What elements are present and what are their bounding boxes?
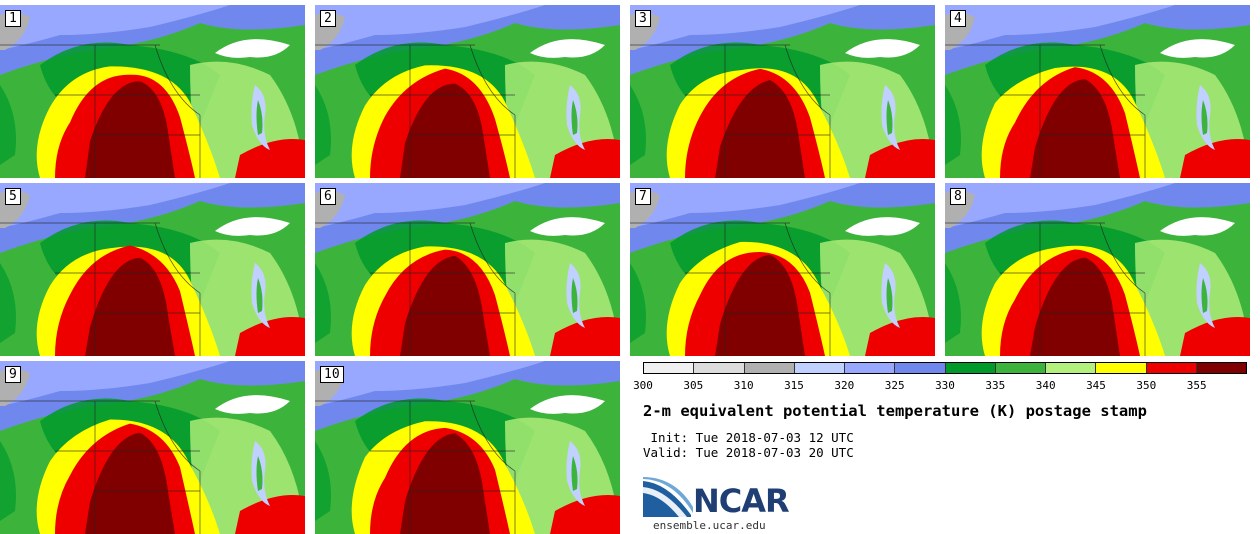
member-number-label: 7 [635,188,651,205]
color-scale-swatch [845,363,896,373]
member-number-label: 9 [5,366,21,383]
color-scale-tick-label: 305 [683,379,704,392]
color-scale-ticks: 300 305 310 315 320 325 330 335 340 345 350 355 [633,379,1247,393]
color-scale-swatch [1196,363,1246,373]
map-image [945,183,1250,356]
member-number-label: 8 [950,188,966,205]
color-scale-swatch [945,363,996,373]
color-scale-tick-label: 315 [784,379,804,392]
member-number-label: 10 [320,366,344,383]
color-scale-tick-label: 310 [733,379,754,392]
member-number-label: 4 [950,10,966,27]
postage-stamp-panel: 5 [0,183,305,356]
map-image [315,361,620,534]
color-scale-tick-label: 325 [884,379,905,392]
color-scale-swatch [995,363,1046,373]
color-scale-tick-label: 300 [633,379,653,392]
member-number-label: 6 [320,188,336,205]
color-scale-bar [643,362,1247,374]
ncar-logo-icon [643,477,693,517]
member-number-label: 3 [635,10,651,27]
postage-stamp-panel: 8 [945,183,1250,356]
postage-stamp-panel: 2 [315,5,620,178]
color-scale-swatch [895,363,946,373]
postage-stamp-panel: 4 [945,5,1250,178]
map-image [0,183,305,356]
color-scale-tick-label: 350 [1136,379,1157,392]
map-image [0,5,305,178]
color-scale-tick-label: 320 [834,379,855,392]
color-scale-swatch [644,363,695,373]
valid-time: Valid: Tue 2018-07-03 20 UTC [643,445,854,460]
color-scale-swatch [694,363,745,373]
color-scale-swatch [1096,363,1147,373]
map-image [630,183,935,356]
postage-stamp-panel: 3 [630,5,935,178]
color-scale-tick-label: 355 [1186,379,1207,392]
color-scale-swatch [1046,363,1097,373]
color-scale-swatch [1146,363,1197,373]
postage-stamp-panel: 9 [0,361,305,534]
figure-title: 2-m equivalent potential temperature (K)… [643,402,1147,420]
map-image [315,5,620,178]
color-scale-tick-label: 345 [1086,379,1106,392]
postage-stamp-panel: 6 [315,183,620,356]
postage-stamp-panel: 10 [315,361,620,534]
postage-stamp-panel: 1 [0,5,305,178]
color-scale-tick-label: 335 [985,379,1006,392]
color-scale-tick-label: 330 [935,379,955,392]
ncar-wordmark: NCAR [693,482,790,520]
color-scale-tick-label: 340 [1035,379,1056,392]
color-scale-swatch [744,363,795,373]
init-time: Init: Tue 2018-07-03 12 UTC [643,430,854,445]
member-number-label: 1 [5,10,21,27]
map-image [945,5,1250,178]
color-scale-swatch [794,363,845,373]
logo-url: ensemble.ucar.edu [653,519,766,532]
member-number-label: 5 [5,188,21,205]
member-number-label: 2 [320,10,336,27]
map-image [0,361,305,534]
postage-stamp-panel: 7 [630,183,935,356]
map-image [315,183,620,356]
map-image [630,5,935,178]
